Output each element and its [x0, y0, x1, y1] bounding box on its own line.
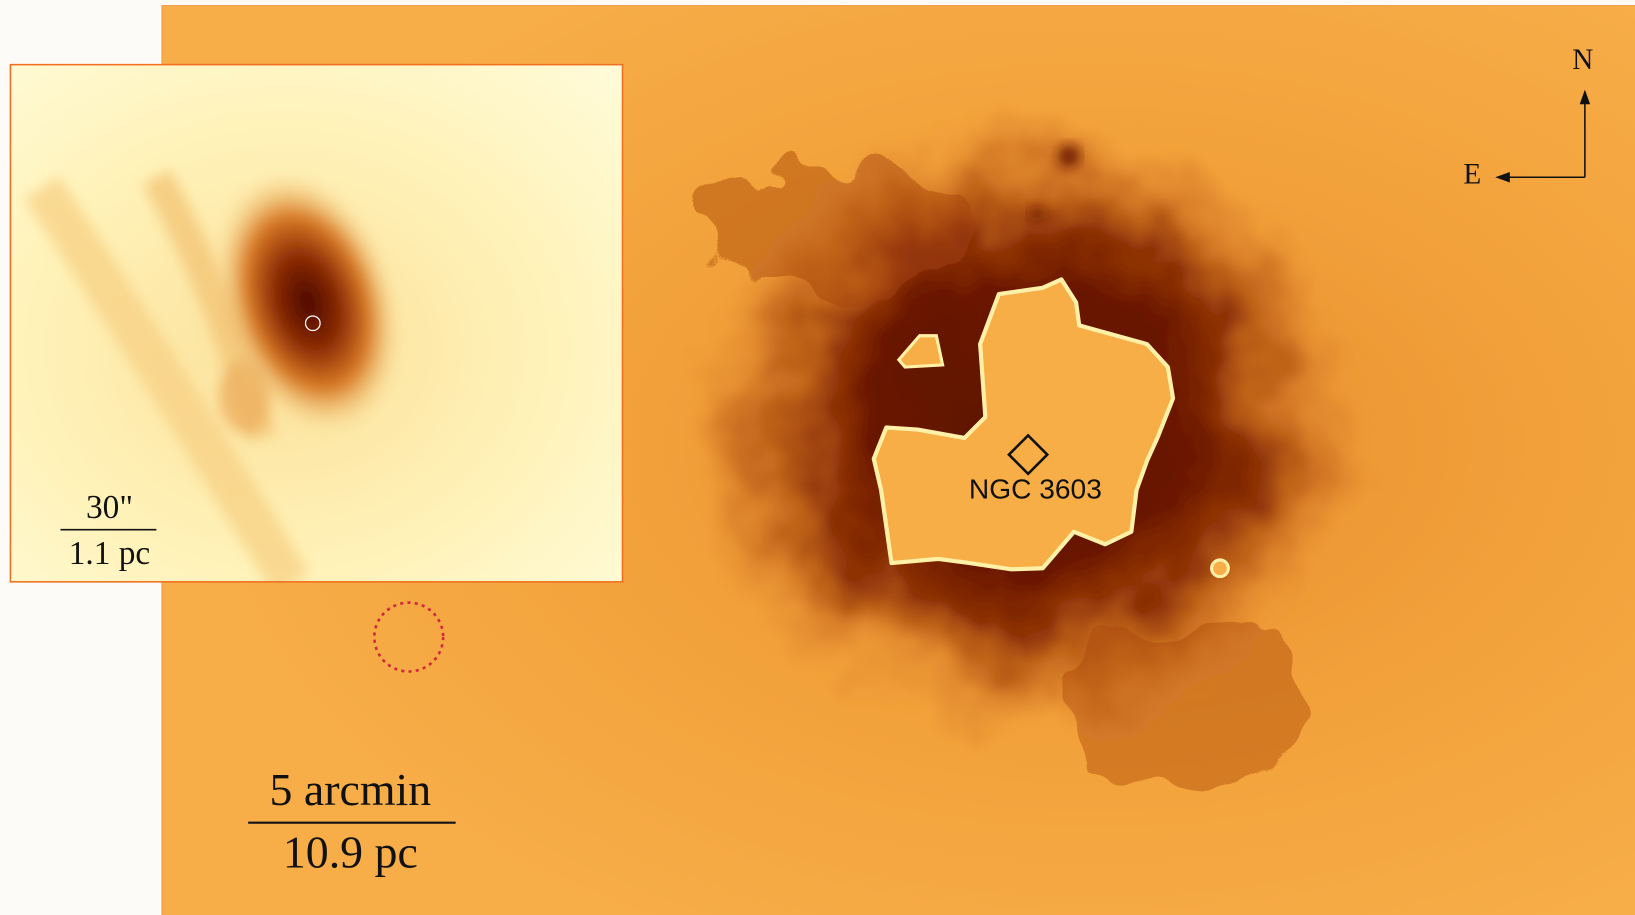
inset-scale-top: 30"	[86, 489, 133, 526]
compass-north-label: N	[1572, 44, 1593, 76]
bright-star	[1212, 560, 1229, 577]
target-label: NGC 3603	[969, 473, 1102, 504]
figure: NGC 3603 N E 5 arcmin 10.9 pc	[0, 0, 1635, 915]
inset: 30" 1.1 pc	[10, 65, 622, 584]
inset-scale-bottom: 1.1 pc	[69, 535, 151, 572]
figure-content: NGC 3603 N E 5 arcmin 10.9 pc	[10, 5, 1635, 915]
scale-bar-bottom: 10.9 pc	[283, 827, 418, 878]
page-body: NGC 3603 N E 5 arcmin 10.9 pc	[0, 0, 1635, 915]
scale-bar-top: 5 arcmin	[269, 764, 431, 815]
page: NGC 3603 {"main_image": {"compass": {"no…	[0, 0, 1635, 915]
compass-east-label: E	[1463, 159, 1481, 191]
